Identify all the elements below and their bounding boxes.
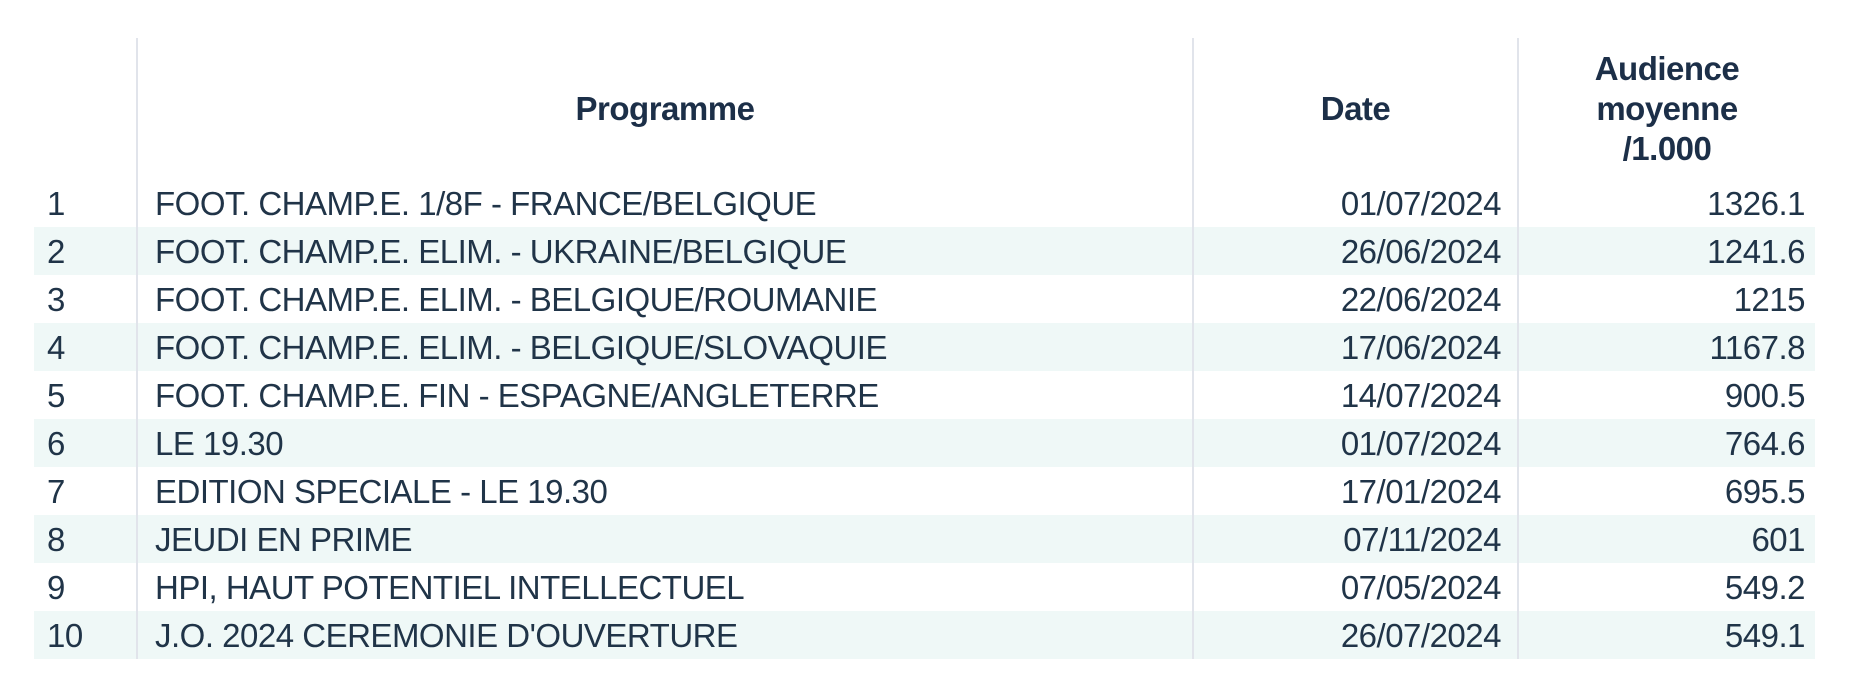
- audience-cell: 549.1: [1517, 611, 1815, 659]
- rank-cell: 8: [47, 520, 65, 558]
- header-audience-line3: /1.000: [1622, 129, 1712, 167]
- audience-cell: 900.5: [1517, 371, 1815, 419]
- audience-table: Programme Date Audience moyenne /1.000 1…: [34, 38, 1815, 659]
- programme-cell: EDITION SPECIALE - LE 19.30: [136, 467, 1192, 515]
- table-row: 6 LE 19.30 01/07/2024 764.6: [34, 419, 1815, 467]
- header-rank: [34, 38, 136, 179]
- table-header-row: Programme Date Audience moyenne /1.000: [34, 38, 1815, 179]
- rank-cell: 4: [47, 328, 65, 366]
- header-programme-label: Programme: [575, 90, 755, 127]
- audience-cell: 695.5: [1517, 467, 1815, 515]
- header-date: Date: [1192, 38, 1517, 179]
- rank-cell: 2: [47, 232, 65, 270]
- programme-cell: FOOT. CHAMP.E. 1/8F - FRANCE/BELGIQUE: [136, 179, 1192, 227]
- table-row: 7 EDITION SPECIALE - LE 19.30 17/01/2024…: [34, 467, 1815, 515]
- table-row: 9 HPI, HAUT POTENTIEL INTELLECTUEL 07/05…: [34, 563, 1815, 611]
- programme-cell: FOOT. CHAMP.E. FIN - ESPAGNE/ANGLETERRE: [136, 371, 1192, 419]
- programme-cell: FOOT. CHAMP.E. ELIM. - BELGIQUE/SLOVAQUI…: [136, 323, 1192, 371]
- table-row: 8 JEUDI EN PRIME 07/11/2024 601: [34, 515, 1815, 563]
- date-cell: 22/06/2024: [1192, 275, 1517, 323]
- audience-cell: 764.6: [1517, 419, 1815, 467]
- rank-cell: 5: [47, 376, 65, 414]
- date-cell: 17/06/2024: [1192, 323, 1517, 371]
- rank-cell: 1: [47, 184, 65, 222]
- header-programme: Programme: [136, 38, 1192, 179]
- rank-cell: 3: [47, 280, 65, 318]
- table-row: 5 FOOT. CHAMP.E. FIN - ESPAGNE/ANGLETERR…: [34, 371, 1815, 419]
- programme-cell: LE 19.30: [136, 419, 1192, 467]
- programme-cell: FOOT. CHAMP.E. ELIM. - BELGIQUE/ROUMANIE: [136, 275, 1192, 323]
- audience-cell: 1215: [1517, 275, 1815, 323]
- header-date-label: Date: [1320, 90, 1391, 127]
- header-audience-line1: Audience: [1594, 49, 1740, 87]
- programme-cell: J.O. 2024 CEREMONIE D'OUVERTURE: [136, 611, 1192, 659]
- rank-cell: 6: [47, 424, 65, 462]
- rank-cell: 7: [47, 472, 65, 510]
- table-row: 1 FOOT. CHAMP.E. 1/8F - FRANCE/BELGIQUE …: [34, 179, 1815, 227]
- programme-cell: HPI, HAUT POTENTIEL INTELLECTUEL: [136, 563, 1192, 611]
- date-cell: 07/05/2024: [1192, 563, 1517, 611]
- programme-cell: FOOT. CHAMP.E. ELIM. - UKRAINE/BELGIQUE: [136, 227, 1192, 275]
- date-cell: 26/07/2024: [1192, 611, 1517, 659]
- rank-cell: 9: [47, 568, 65, 606]
- date-cell: 14/07/2024: [1192, 371, 1517, 419]
- date-cell: 07/11/2024: [1192, 515, 1517, 563]
- header-audience: Audience moyenne /1.000: [1517, 38, 1815, 179]
- table-row: 4 FOOT. CHAMP.E. ELIM. - BELGIQUE/SLOVAQ…: [34, 323, 1815, 371]
- header-audience-line2: moyenne: [1596, 89, 1738, 127]
- audience-cell: 601: [1517, 515, 1815, 563]
- date-cell: 01/07/2024: [1192, 419, 1517, 467]
- audience-cell: 549.2: [1517, 563, 1815, 611]
- audience-cell: 1241.6: [1517, 227, 1815, 275]
- table-row: 2 FOOT. CHAMP.E. ELIM. - UKRAINE/BELGIQU…: [34, 227, 1815, 275]
- table-row: 10 J.O. 2024 CEREMONIE D'OUVERTURE 26/07…: [34, 611, 1815, 659]
- date-cell: 26/06/2024: [1192, 227, 1517, 275]
- programme-cell: JEUDI EN PRIME: [136, 515, 1192, 563]
- date-cell: 17/01/2024: [1192, 467, 1517, 515]
- audience-cell: 1167.8: [1517, 323, 1815, 371]
- table-row: 3 FOOT. CHAMP.E. ELIM. - BELGIQUE/ROUMAN…: [34, 275, 1815, 323]
- date-cell: 01/07/2024: [1192, 179, 1517, 227]
- audience-cell: 1326.1: [1517, 179, 1815, 227]
- rank-cell: 10: [47, 616, 83, 654]
